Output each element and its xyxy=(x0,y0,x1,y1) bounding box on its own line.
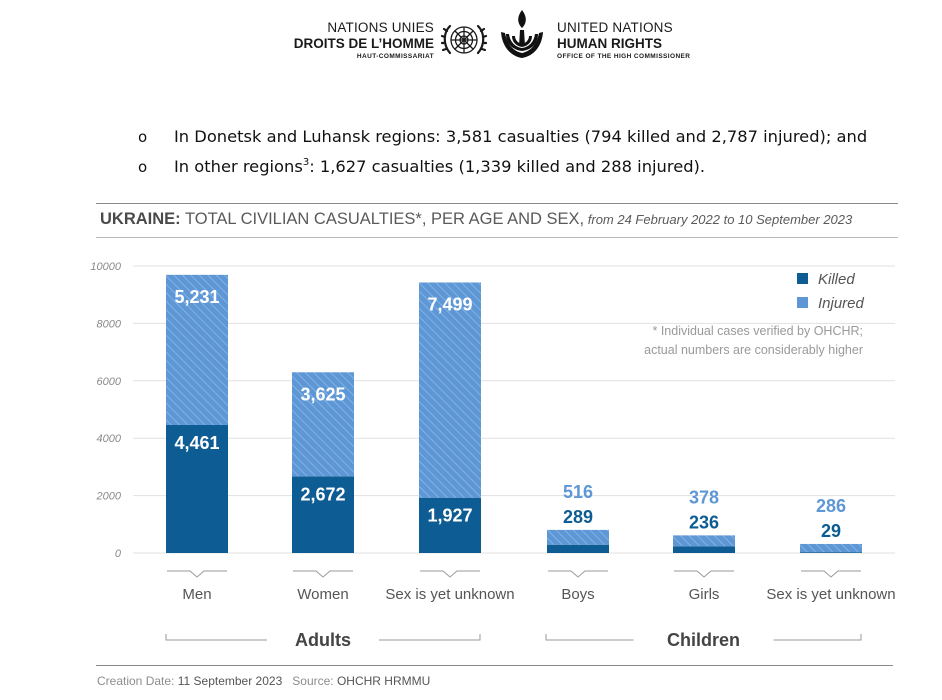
bar-killed xyxy=(673,546,735,553)
chart-title: UKRAINE: TOTAL CIVILIAN CASUALTIES*, PER… xyxy=(100,210,852,229)
human-rights-logo-icon xyxy=(501,10,543,58)
source-label: Source: xyxy=(292,674,334,688)
category-label: Girls xyxy=(689,586,720,603)
category-tick xyxy=(167,570,227,578)
bar-injured xyxy=(547,529,609,545)
creation-date-value: 11 September 2023 xyxy=(177,674,283,688)
bullet-text: In other regions3: 1,627 casualties (1,3… xyxy=(174,154,705,180)
chart-title-date: from 24 February 2022 to 10 September 20… xyxy=(584,212,853,227)
bullet-item: o In other regions3: 1,627 casualties (1… xyxy=(138,154,938,184)
bullet-text-part: : 1,627 casualties (1,339 killed and 288… xyxy=(309,157,706,176)
bullet-marker: o xyxy=(138,128,148,146)
group-bracket xyxy=(545,634,634,641)
grid-layer xyxy=(133,265,895,554)
bar-killed xyxy=(800,552,862,553)
y-tick-label: 0 xyxy=(115,548,122,560)
y-tick-label: 2000 xyxy=(96,491,122,503)
bar-killed xyxy=(547,544,609,553)
bullet-marker: o xyxy=(138,158,148,176)
data-label-injured: 5,231 xyxy=(174,287,219,307)
chart-annotation: * Individual cases verified by OHCHR; xyxy=(653,324,864,338)
category-label: Sex is yet unknown xyxy=(766,586,895,603)
bar-injured xyxy=(292,372,354,477)
page-header: NATIONS UNIES DROITS DE L’HOMME HAUT-COM… xyxy=(0,0,942,70)
y-tick-label: 4000 xyxy=(97,433,122,445)
creation-date-label: Creation Date: xyxy=(97,674,175,688)
fr-line2: DROITS DE L’HOMME xyxy=(293,36,434,51)
data-label-injured: 286 xyxy=(816,496,846,516)
data-label-killed: 289 xyxy=(563,507,593,527)
y-tick-label: 10000 xyxy=(90,261,121,273)
bar-injured xyxy=(166,274,228,425)
legend-label-injured: Injured xyxy=(818,295,865,312)
chart-title-main: TOTAL CIVILIAN CASUALTIES*, PER AGE AND … xyxy=(180,210,585,228)
chart-legend: Killed Injured xyxy=(797,271,865,312)
bullet-item: o In Donetsk and Luhansk regions: 3,581 … xyxy=(138,124,938,154)
data-label-injured: 3,625 xyxy=(300,384,345,404)
legend-swatch-killed xyxy=(797,273,808,284)
fr-wordmark: NATIONS UNIES DROITS DE L’HOMME HAUT-COM… xyxy=(294,20,434,61)
source-value: OHCHR HRMMU xyxy=(336,674,431,688)
footnote-ref: 3 xyxy=(302,157,310,168)
category-tick xyxy=(674,570,734,578)
en-line2: HUMAN RIGHTS xyxy=(557,36,662,51)
category-tick xyxy=(801,570,861,578)
group-label: Adults xyxy=(295,630,351,650)
group-bracket xyxy=(773,634,862,641)
group-bracket xyxy=(379,634,481,641)
bars-layer xyxy=(166,274,862,553)
category-label: Sex is yet unknown xyxy=(385,586,514,603)
bar-injured xyxy=(800,543,862,553)
category-tick xyxy=(420,570,480,578)
y-tick-label: 8000 xyxy=(97,318,122,330)
chart-footer: Creation Date: 11 September 2023 Source:… xyxy=(97,674,430,688)
fr-line1: NATIONS UNIES xyxy=(327,20,434,35)
bullet-list: o In Donetsk and Luhansk regions: 3,581 … xyxy=(138,124,938,184)
group-bracket xyxy=(165,634,267,641)
chart-annotation: actual numbers are considerably higher xyxy=(644,343,863,357)
data-label-injured: 378 xyxy=(689,487,719,507)
labels-layer: 5,231 4,461 3,625 2,672 7,499 1,927 289 516 236 3… xyxy=(174,287,863,541)
data-label-killed: 29 xyxy=(821,521,841,541)
un-emblem-icon xyxy=(441,24,487,55)
legend-swatch-injured xyxy=(797,297,808,308)
group-label: Children xyxy=(667,630,740,650)
data-label-killed: 4,461 xyxy=(174,433,219,453)
category-tick xyxy=(548,570,608,578)
bar-killed xyxy=(292,476,354,553)
bar-injured xyxy=(419,282,481,498)
category-tick xyxy=(293,570,353,578)
data-label-killed: 1,927 xyxy=(427,506,472,526)
legend-label-killed: Killed xyxy=(818,271,855,288)
bullet-text-part: In other regions xyxy=(174,157,303,176)
category-label: Women xyxy=(297,586,348,603)
chart-title-country: UKRAINE: xyxy=(100,210,181,228)
chart-top-rule xyxy=(96,203,898,204)
fr-line3: HAUT-COMMISSARIAT xyxy=(356,53,434,60)
en-line3: OFFICE OF THE HIGH COMMISSIONER xyxy=(557,53,691,60)
bullet-text: In Donetsk and Luhansk regions: 3,581 ca… xyxy=(174,127,868,146)
category-label: Boys xyxy=(561,586,594,603)
axis-layer: 0 2000 4000 6000 8000 10000 Men Women Sex is yet… xyxy=(90,261,895,650)
bar-killed xyxy=(419,497,481,553)
bar-injured xyxy=(673,535,735,547)
data-label-killed: 2,672 xyxy=(300,484,345,504)
category-label: Men xyxy=(182,586,211,603)
data-label-killed: 236 xyxy=(689,512,719,532)
en-line1: UNITED NATIONS xyxy=(557,20,673,35)
y-tick-label: 6000 xyxy=(97,376,122,388)
bar-killed xyxy=(166,424,228,553)
data-label-injured: 516 xyxy=(563,482,593,502)
chart-bottom-rule xyxy=(96,665,893,666)
chart-title-rule xyxy=(96,237,898,238)
data-label-injured: 7,499 xyxy=(427,294,472,314)
en-wordmark: UNITED NATIONS HUMAN RIGHTS OFFICE OF TH… xyxy=(557,20,690,61)
